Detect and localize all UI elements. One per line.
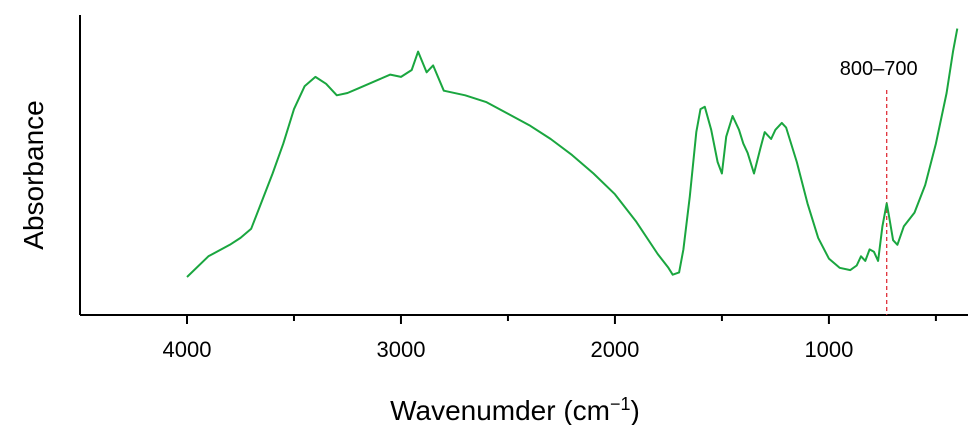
annotation-label: 800–700 — [840, 58, 918, 80]
y-axis-title: Absorbance — [18, 100, 49, 249]
x-axis-ticks — [185, 315, 937, 324]
x-axis-title-superscript: −1 — [610, 394, 631, 414]
x-axis-title-close: ) — [631, 395, 640, 425]
x-tick-label: 2000 — [590, 337, 639, 362]
x-axis-title: Wavenumder (cm−1) — [390, 394, 640, 425]
x-tick-label: 3000 — [376, 337, 425, 362]
x-axis-tick-labels: 4000 3000 2000 1000 — [163, 337, 854, 362]
x-tick-label: 4000 — [163, 337, 212, 362]
x-tick-label: 1000 — [804, 337, 853, 362]
series-line — [186, 28, 959, 278]
x-axis-title-main: Wavenumder (cm — [390, 395, 610, 425]
